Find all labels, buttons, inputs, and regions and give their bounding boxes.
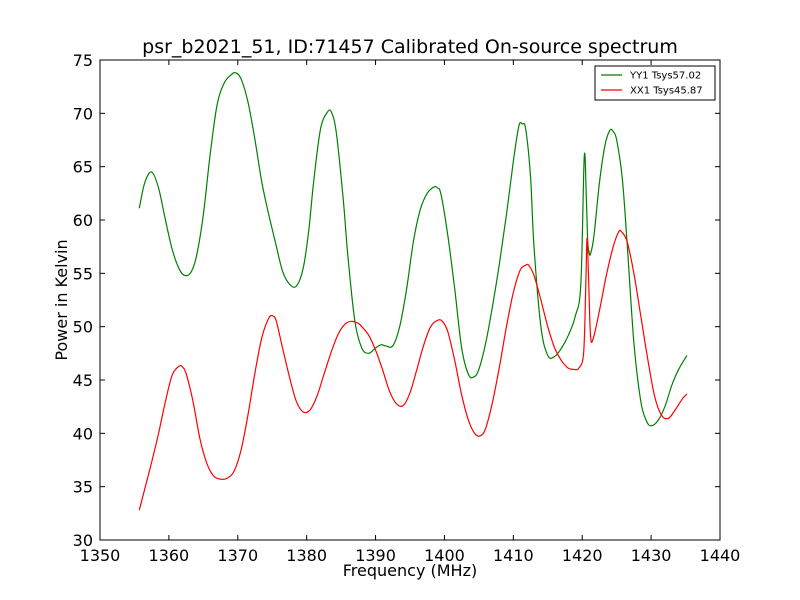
x-tick-label: 1400 bbox=[424, 546, 465, 565]
plot-frame bbox=[99, 59, 721, 541]
y-tick-label: 65 bbox=[73, 158, 93, 177]
x-axis-label: Frequency (MHz) bbox=[343, 561, 477, 580]
x-tick-label: 1440 bbox=[700, 546, 741, 565]
y-tick-label: 40 bbox=[73, 424, 93, 443]
y-tick-label: 55 bbox=[73, 264, 93, 283]
legend-label-xx1: XX1 Tsys45.87 bbox=[630, 86, 703, 97]
y-tick-label: 60 bbox=[73, 211, 93, 230]
y-tick-label: 35 bbox=[73, 478, 93, 497]
legend-box bbox=[594, 65, 716, 101]
x-tick-label: 1360 bbox=[149, 546, 190, 565]
series-layer bbox=[138, 71, 688, 511]
y-tick-label: 50 bbox=[73, 318, 93, 337]
x-tick-label: 1350 bbox=[80, 546, 121, 565]
x-tick-label: 1380 bbox=[286, 546, 327, 565]
series-line-yy1 bbox=[138, 71, 688, 427]
x-tick-label: 1410 bbox=[493, 546, 534, 565]
ticks-layer: 1350 1360 1370 1380 1390 1400 1410 1420 1430 1440… bbox=[73, 51, 741, 565]
chart-title: psr_b2021_51, ID:71457 Calibrated On-sou… bbox=[142, 36, 678, 58]
x-tick-label: 1430 bbox=[631, 546, 672, 565]
y-tick-label: 30 bbox=[73, 531, 93, 550]
y-tick-label: 70 bbox=[73, 104, 93, 123]
x-tick-label: 1420 bbox=[562, 546, 603, 565]
y-axis-label: Power in Kelvin bbox=[52, 239, 71, 360]
x-tick-label: 1390 bbox=[355, 546, 396, 565]
y-tick-label: 75 bbox=[73, 51, 93, 70]
legend-label-yy1: YY1 Tsys57.02 bbox=[629, 71, 701, 82]
series-line-xx1 bbox=[138, 229, 688, 511]
y-tick-label: 45 bbox=[73, 371, 93, 390]
legend: YY1 Tsys57.02 XX1 Tsys45.87 bbox=[594, 65, 716, 101]
x-tick-label: 1370 bbox=[217, 546, 258, 565]
